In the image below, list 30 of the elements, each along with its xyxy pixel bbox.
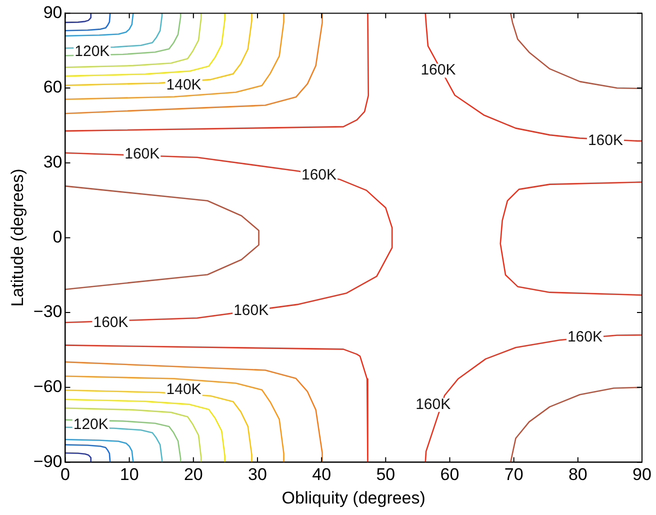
- x-tick-label: 20: [184, 465, 203, 484]
- x-axis-title: Obliquity (degrees): [282, 488, 426, 508]
- x-tick-label: 70: [504, 465, 524, 484]
- y-tick-label: −90: [33, 452, 62, 471]
- y-axis-title: Latitude (degrees): [8, 168, 27, 307]
- x-tick-label: 90: [632, 465, 652, 484]
- annotation: 120K: [73, 416, 108, 433]
- annotation: 140K: [166, 76, 202, 94]
- x-tick-label: 50: [376, 465, 396, 484]
- annotation: 120K: [74, 43, 110, 60]
- x-tick-label: 30: [248, 465, 267, 484]
- annotation: 160K: [416, 396, 451, 413]
- y-tick-label: 30: [43, 152, 62, 172]
- y-tick-label: −30: [33, 302, 62, 322]
- y-tick-label: −60: [33, 377, 62, 396]
- x-tick-label: 80: [568, 465, 588, 484]
- y-tick-label: 90: [43, 2, 62, 22]
- annotation: 160K: [234, 302, 269, 319]
- x-tick-label: 60: [440, 465, 460, 484]
- x-tick-label: 10: [120, 465, 139, 484]
- annotation: 140K: [166, 381, 202, 398]
- annotation: 160K: [567, 328, 602, 346]
- x-tick-label: 40: [312, 465, 332, 484]
- y-tick-label: 60: [43, 78, 62, 97]
- annotation: 160K: [124, 145, 160, 162]
- y-tick-label: 0: [52, 227, 62, 246]
- annotation: 160K: [420, 62, 456, 79]
- annotation: 160K: [588, 132, 623, 149]
- annotation: 160K: [301, 166, 337, 184]
- annotation: 160K: [93, 314, 128, 331]
